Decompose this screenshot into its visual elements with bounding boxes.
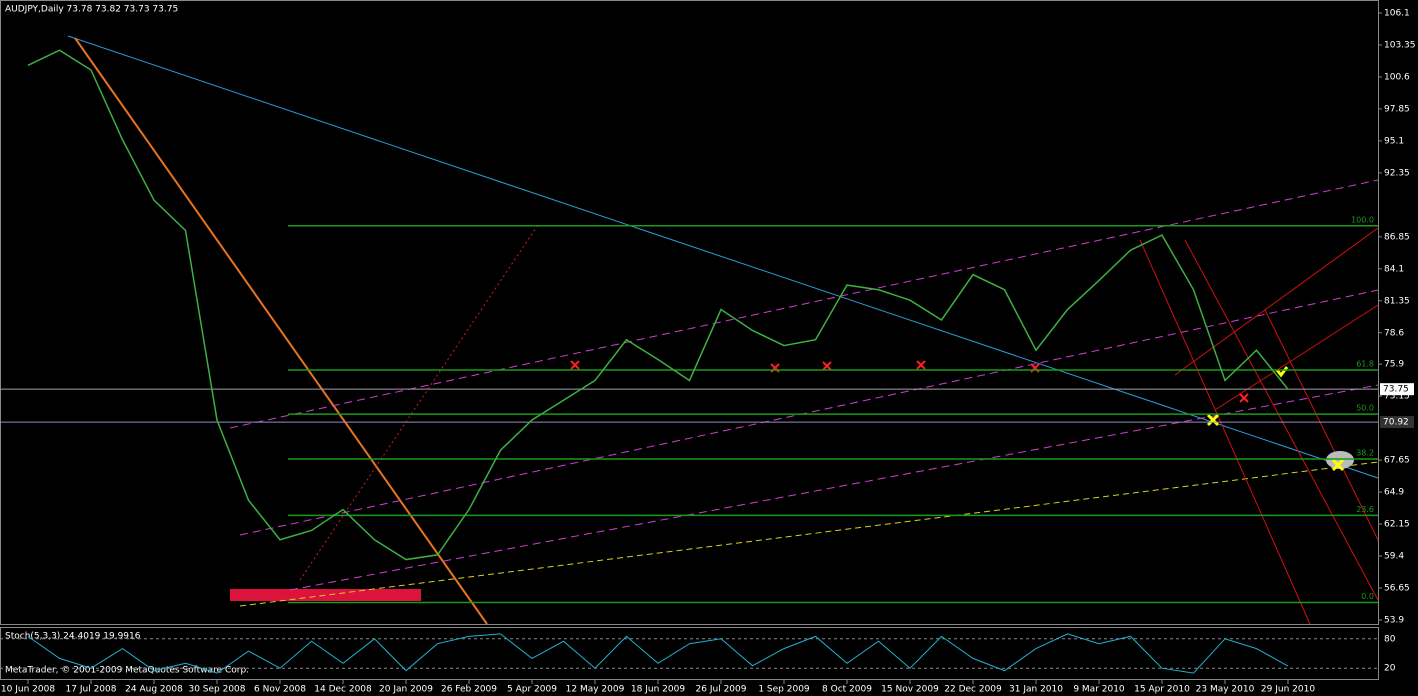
- fib-label: 100.0: [1351, 215, 1374, 224]
- pitchfork-line: [1139, 239, 1311, 625]
- price-label: 73.75: [1383, 385, 1409, 395]
- pitchfork-line: [1174, 227, 1379, 376]
- chart-title: AUDJPY,Daily 73.78 73.82 73.73 73.75: [5, 5, 178, 15]
- oscillator-line: [27, 633, 1289, 674]
- pitchfork-line: [1184, 239, 1379, 601]
- trendline: [67, 35, 1379, 479]
- oscillator-frame: [0, 627, 1379, 680]
- fib-label: 0.0: [1361, 592, 1374, 601]
- y-tick-label: 53.9: [1384, 616, 1404, 626]
- y-tick-label: 100.6: [1384, 72, 1410, 82]
- x-tick-label: 9 Mar 2010: [1073, 685, 1125, 695]
- y-tick-label: 86.85: [1384, 232, 1410, 242]
- x-marker: [1206, 366, 1345, 472]
- x-tick-label: 17 Jul 2008: [66, 685, 117, 695]
- main-frame: [0, 0, 1379, 625]
- x-tick-label: 29 Jun 2010: [1261, 685, 1315, 695]
- x-tick-label: 15 Apr 2010: [1134, 685, 1190, 695]
- x-tick-label: 22 Dec 2009: [944, 685, 1002, 695]
- x-tick-label: 26 Feb 2009: [441, 685, 497, 695]
- oscillator-tick-label: 80: [1384, 634, 1396, 644]
- y-tick-label: 92.35: [1384, 168, 1410, 178]
- x-tick-label: 5 Apr 2009: [507, 685, 557, 695]
- markers: [570, 360, 1249, 403]
- x-marker: [570, 360, 1249, 403]
- fib-label: 61.8: [1356, 359, 1374, 368]
- x-tick-label: 12 May 2009: [566, 685, 625, 695]
- highlight: [1326, 451, 1354, 469]
- zone: [230, 589, 421, 601]
- x-tick-label: 10 Jun 2008: [1, 685, 55, 695]
- x-tick-label: 8 Oct 2009: [822, 685, 872, 695]
- price-box: [1380, 383, 1414, 396]
- x-tick-label: 14 Dec 2008: [314, 685, 372, 695]
- price-line: [27, 49, 1289, 561]
- oscillator-tick-label: 20: [1384, 664, 1396, 674]
- oscillator-title: Stoch(5,3,3) 24.4019 19.9916: [5, 632, 141, 642]
- trendline: [239, 461, 1379, 607]
- trendline: [299, 224, 539, 581]
- y-tick-label: 81.35: [1384, 296, 1410, 306]
- x-tick-label: 15 Nov 2009: [881, 685, 939, 695]
- channel-line: [229, 179, 1379, 429]
- y-tick-label: 59.4: [1384, 552, 1404, 562]
- fib-label: 50.0: [1356, 404, 1374, 413]
- y-tick-label: 103.35: [1384, 40, 1416, 50]
- x-tick-label: 24 Aug 2008: [125, 685, 183, 695]
- y-tick-label: 95.1: [1384, 136, 1404, 146]
- channel-line: [289, 384, 1379, 591]
- y-tick-label: 62.15: [1384, 520, 1410, 530]
- fib-label: 38.2: [1356, 448, 1374, 457]
- fib-label: 23.6: [1356, 505, 1374, 514]
- y-tick-label: 64.9: [1384, 488, 1404, 498]
- x-tick-label: 31 Jan 2010: [1009, 685, 1063, 695]
- x-tick-label: 23 May 2010: [1196, 685, 1255, 695]
- y-tick-label: 84.1: [1384, 264, 1404, 274]
- pitchfork-line: [1214, 304, 1379, 411]
- y-tick-label: 75.9: [1384, 360, 1404, 370]
- y-tick-label: 73.15: [1384, 392, 1410, 402]
- trendline: [74, 37, 488, 625]
- y-tick-label: 67.65: [1384, 456, 1410, 466]
- channel-line: [239, 289, 1379, 536]
- pitchfork-line: [1264, 309, 1379, 541]
- x-tick-label: 18 Jun 2009: [631, 685, 685, 695]
- x-tick-label: 20 Jan 2009: [379, 685, 433, 695]
- y-tick-label: 97.85: [1384, 104, 1410, 114]
- x-tick-label: 1 Sep 2009: [758, 685, 810, 695]
- x-tick-label: 30 Sep 2008: [188, 685, 245, 695]
- y-tick-label: 78.6: [1384, 328, 1404, 338]
- x-tick-label: 26 Jul 2009: [696, 685, 747, 695]
- price-box: [1380, 416, 1414, 429]
- y-tick-label: 56.65: [1384, 584, 1410, 594]
- y-tick-label: 106.1: [1384, 9, 1410, 19]
- price-label: 70.92: [1383, 418, 1409, 428]
- x-tick-label: 6 Nov 2008: [254, 685, 306, 695]
- footer: MetaTrader, © 2001-2009 MetaQuotes Softw…: [5, 666, 249, 676]
